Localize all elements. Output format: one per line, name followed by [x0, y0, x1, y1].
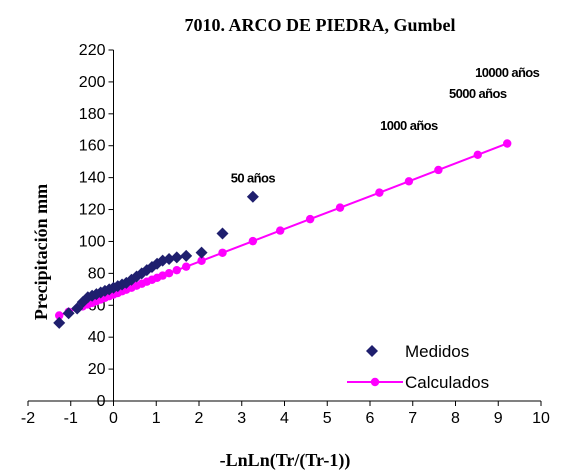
- annotations: 50 años 1000 años 5000 años 10000 años: [231, 65, 540, 185]
- calculados-point: [335, 203, 345, 212]
- y-tick-label: 140: [79, 170, 106, 187]
- x-tick-label: 0: [109, 410, 118, 427]
- medidos-point: [62, 307, 75, 320]
- return-period-label: 1000 años: [380, 118, 438, 133]
- x-tick-label: 4: [280, 410, 289, 427]
- chart-title: 7010. ARCO DE PIEDRA, Gumbel: [184, 15, 455, 35]
- medidos-point: [53, 316, 66, 329]
- x-tick-label: 10: [532, 410, 550, 427]
- y-tick-label: 120: [79, 202, 106, 219]
- y-tick-label: 40: [88, 329, 106, 346]
- calculados-point: [164, 269, 174, 278]
- y-tick-label: 80: [88, 265, 106, 282]
- return-period-label: 50 años: [231, 170, 276, 185]
- y-tick-label: 220: [79, 42, 106, 59]
- return-period-label: 5000 años: [449, 86, 507, 101]
- y-tick-label: 160: [79, 138, 106, 155]
- medidos-point: [195, 246, 208, 259]
- x-tick-label: 5: [323, 410, 332, 427]
- x-tick-label: 3: [237, 410, 246, 427]
- y-tick-label: 180: [79, 106, 106, 123]
- legend: Medidos Calculados: [347, 342, 489, 392]
- y-tick-label: 0: [97, 393, 106, 410]
- calculados-point: [172, 265, 181, 275]
- calculados-point: [181, 262, 191, 271]
- x-tick-label: 2: [195, 410, 204, 427]
- legend-calculados-label: Calculados: [405, 373, 489, 392]
- calculados-point: [503, 139, 512, 148]
- calculados-point: [305, 214, 315, 224]
- x-tick-label: 8: [451, 410, 460, 427]
- calculados-point: [276, 226, 285, 235]
- calculados-point: [404, 177, 414, 186]
- calculados-point: [248, 236, 258, 246]
- x-tick-label: 6: [366, 410, 375, 427]
- medidos-point: [180, 249, 193, 262]
- calculados-point: [218, 248, 227, 257]
- y-tick-label: 20: [88, 361, 106, 378]
- x-tick-label: -1: [64, 410, 78, 427]
- calculados-point: [197, 256, 206, 265]
- legend-calculados-marker: [370, 377, 380, 387]
- series-medidos: [53, 190, 259, 329]
- calculados-point: [375, 188, 384, 197]
- x-tick-label: 9: [494, 410, 503, 427]
- x-axis-title: -LnLn(Tr/(Tr-1)): [220, 450, 351, 470]
- legend-medidos-marker: [366, 345, 378, 357]
- x-tick-label: 7: [408, 410, 417, 427]
- x-tick-label: -2: [21, 410, 35, 427]
- y-axis-title: Precipitación mm: [31, 184, 51, 320]
- medidos-point: [216, 227, 229, 240]
- calculados-point: [158, 271, 167, 280]
- calculados-point: [434, 165, 443, 175]
- medidos-point: [170, 251, 183, 264]
- medidos-point: [246, 190, 259, 203]
- y-tick-label: 100: [79, 233, 106, 250]
- calculados-point: [55, 311, 64, 320]
- return-period-label: 10000 años: [475, 65, 539, 80]
- calculados-point: [473, 150, 482, 160]
- y-tick-label: 200: [79, 74, 106, 91]
- medidos-point: [163, 253, 176, 266]
- x-tick-label: 1: [152, 410, 161, 427]
- series-calculados: [55, 139, 512, 320]
- legend-medidos-label: Medidos: [405, 342, 469, 361]
